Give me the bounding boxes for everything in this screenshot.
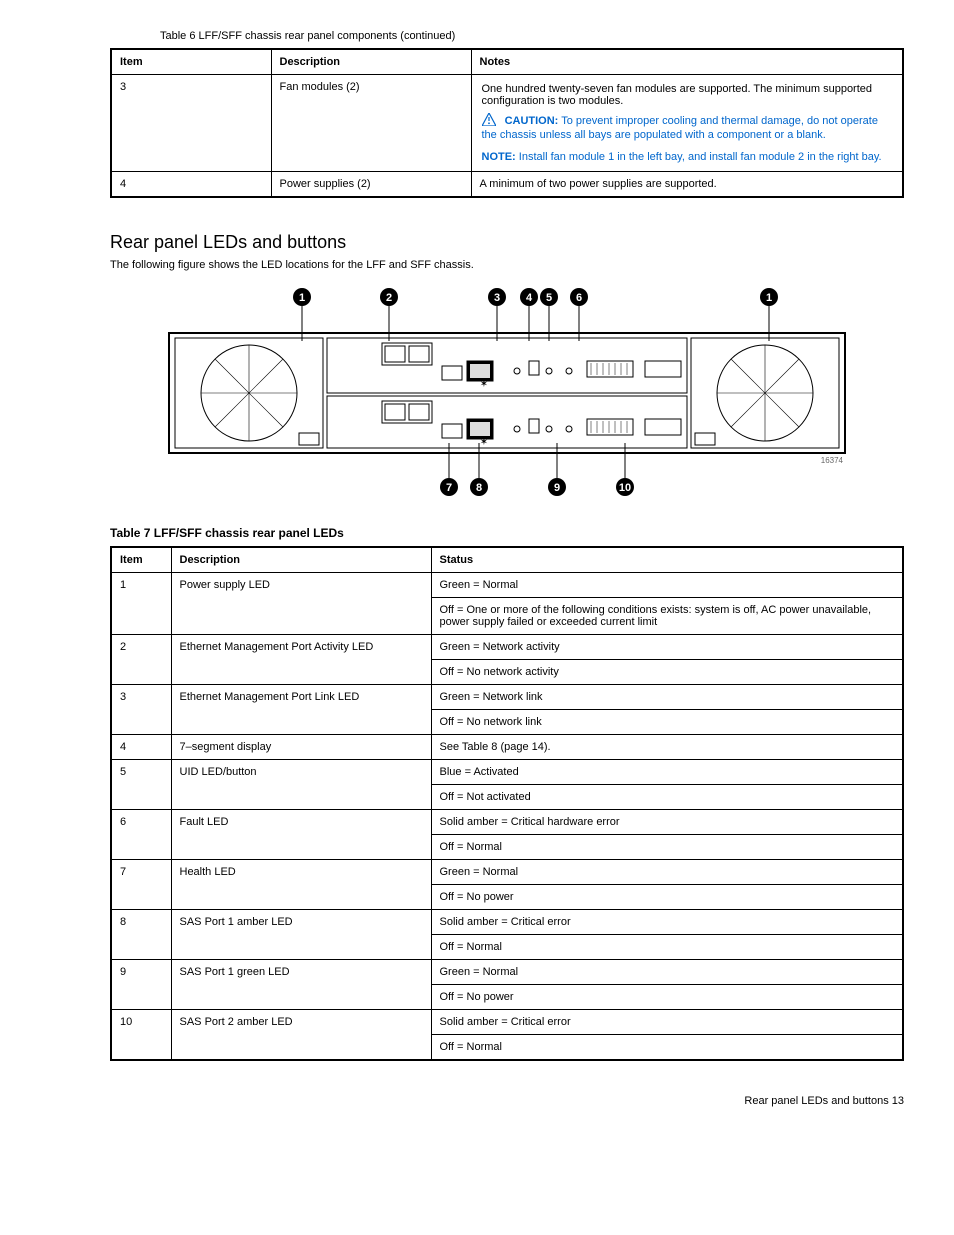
cell-status: See Table 8 (page 14).	[431, 735, 903, 760]
svg-text:9: 9	[554, 482, 560, 494]
cell-desc: Ethernet Management Port Link LED	[171, 685, 431, 735]
cell-status: Green = Normal	[431, 960, 903, 985]
svg-text:6: 6	[576, 292, 582, 304]
svg-text:8: 8	[476, 482, 482, 494]
cell-status: Off = Normal	[431, 835, 903, 860]
svg-text:16374: 16374	[821, 456, 844, 465]
cell-status: Off = No network activity	[431, 660, 903, 685]
cell-status: Green = Network activity	[431, 635, 903, 660]
cell-status: Green = Network link	[431, 685, 903, 710]
cell-status: Solid amber = Critical error	[431, 1010, 903, 1035]
cell-status: Green = Normal	[431, 860, 903, 885]
table2-header-row: Item Description Status	[111, 547, 903, 573]
cell-status: Off = Normal	[431, 1035, 903, 1061]
svg-text:1: 1	[766, 292, 772, 304]
cell-desc: UID LED/button	[171, 760, 431, 810]
cell-item: 5	[111, 760, 171, 810]
fan-notes: One hundred twenty-seven fan modules are…	[471, 75, 903, 172]
cell-desc: SAS Port 2 amber LED	[171, 1010, 431, 1061]
cell-item: 7	[111, 860, 171, 910]
fan-row: 3 Fan modules (2) One hundred twenty-sev…	[111, 75, 903, 172]
cell-item: 9	[111, 960, 171, 1010]
svg-text:3: 3	[494, 292, 500, 304]
table1-header-row: Item Description Notes	[111, 49, 903, 75]
table-row: 8SAS Port 1 amber LEDSolid amber = Criti…	[111, 910, 903, 935]
cell-item: 3	[111, 685, 171, 735]
cell-item: 4	[111, 735, 171, 760]
caution-block: CAUTION: To prevent improper cooling and…	[482, 113, 893, 141]
caution-label: CAUTION:	[505, 115, 559, 127]
psu-row: 4 Power supplies (2) A minimum of two po…	[111, 172, 903, 198]
note-bold: NOTE:	[482, 151, 516, 163]
page-footer: Rear panel LEDs and buttons 13	[110, 1095, 904, 1107]
section-sub: The following figure shows the LED locat…	[110, 259, 904, 271]
svg-text:5: 5	[546, 292, 552, 304]
rear-panel-diagram: 1 2 3 4 5 6 1	[167, 283, 847, 506]
note-text: Install fan module 1 in the left bay, an…	[516, 151, 882, 163]
cell-status: Green = Normal	[431, 573, 903, 598]
table-continued: Item Description Notes 3 Fan modules (2)…	[110, 48, 904, 198]
th-desc: Description	[271, 49, 471, 75]
fan-text-before: One hundred twenty-seven fan modules are…	[482, 83, 893, 107]
svg-text:1: 1	[299, 292, 305, 304]
cell-item: 10	[111, 1010, 171, 1061]
cell-status: Off = No power	[431, 985, 903, 1010]
psu-item: 4	[111, 172, 271, 198]
th-item: Item	[111, 49, 271, 75]
note-block: NOTE: Install fan module 1 in the left b…	[482, 151, 893, 163]
table-row: 7Health LEDGreen = Normal	[111, 860, 903, 885]
psu-notes: A minimum of two power supplies are supp…	[471, 172, 903, 198]
th2-item: Item	[111, 547, 171, 573]
svg-text:✶: ✶	[480, 437, 488, 448]
led-table: Item Description Status 1Power supply LE…	[110, 546, 904, 1061]
cell-status: Off = No network link	[431, 710, 903, 735]
svg-text:7: 7	[446, 482, 452, 494]
cell-status: Solid amber = Critical error	[431, 910, 903, 935]
th2-status: Status	[431, 547, 903, 573]
cell-desc: SAS Port 1 amber LED	[171, 910, 431, 960]
table-row: 5UID LED/buttonBlue = Activated	[111, 760, 903, 785]
svg-text:✶: ✶	[480, 379, 488, 390]
table1-caption: Table 6 LFF/SFF chassis rear panel compo…	[110, 30, 904, 42]
table-row: 3Ethernet Management Port Link LEDGreen …	[111, 685, 903, 710]
cell-desc: Ethernet Management Port Activity LED	[171, 635, 431, 685]
cell-desc: Health LED	[171, 860, 431, 910]
table2-caption: Table 7 LFF/SFF chassis rear panel LEDs	[110, 526, 904, 540]
table-row: 10SAS Port 2 amber LEDSolid amber = Crit…	[111, 1010, 903, 1035]
cell-status: Blue = Activated	[431, 760, 903, 785]
cell-desc: 7–segment display	[171, 735, 431, 760]
cell-desc: Fault LED	[171, 810, 431, 860]
cell-item: 2	[111, 635, 171, 685]
cell-item: 6	[111, 810, 171, 860]
fan-desc: Fan modules (2)	[271, 75, 471, 172]
cell-status: Solid amber = Critical hardware error	[431, 810, 903, 835]
cell-status: Off = No power	[431, 885, 903, 910]
cell-item: 1	[111, 573, 171, 635]
cell-item: 8	[111, 910, 171, 960]
cell-desc: Power supply LED	[171, 573, 431, 635]
fan-item: 3	[111, 75, 271, 172]
psu-desc: Power supplies (2)	[271, 172, 471, 198]
th-notes: Notes	[471, 49, 903, 75]
caution-triangle-icon	[482, 113, 496, 129]
svg-text:4: 4	[526, 292, 533, 304]
cell-desc: SAS Port 1 green LED	[171, 960, 431, 1010]
cell-status: Off = Not activated	[431, 785, 903, 810]
section-title: Rear panel LEDs and buttons	[110, 232, 904, 253]
svg-text:2: 2	[386, 292, 392, 304]
cell-status: Off = One or more of the following condi…	[431, 598, 903, 635]
table-row: 9SAS Port 1 green LEDGreen = Normal	[111, 960, 903, 985]
table-row: 47–segment displaySee Table 8 (page 14).	[111, 735, 903, 760]
table-row: 6Fault LEDSolid amber = Critical hardwar…	[111, 810, 903, 835]
cell-status: Off = Normal	[431, 935, 903, 960]
th2-desc: Description	[171, 547, 431, 573]
table-row: 1Power supply LEDGreen = Normal	[111, 573, 903, 598]
table-row: 2Ethernet Management Port Activity LEDGr…	[111, 635, 903, 660]
svg-text:10: 10	[619, 482, 631, 494]
